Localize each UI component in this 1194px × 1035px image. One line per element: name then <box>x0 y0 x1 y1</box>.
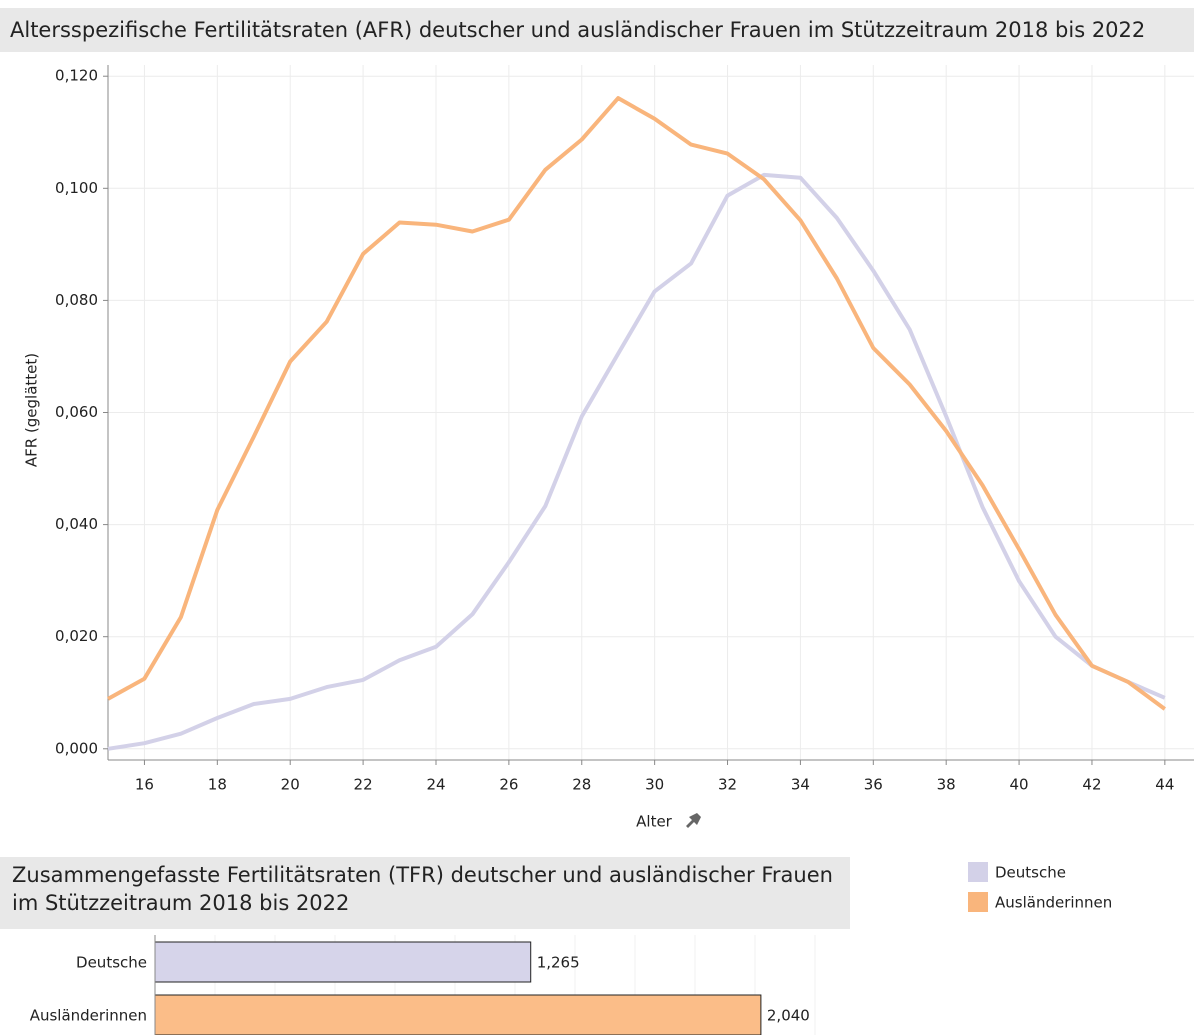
y-tick-label: 0,080 <box>55 291 98 309</box>
x-tick-label: 20 <box>281 776 300 794</box>
x-tick-label: 26 <box>499 776 518 794</box>
legend-label: Ausländerinnen <box>995 894 1112 912</box>
line-series <box>107 96 1166 711</box>
x-tick-label: 44 <box>1155 776 1174 794</box>
legend-swatch <box>968 862 988 882</box>
y-tick-label: 0,060 <box>55 403 98 421</box>
line-chart-title: Altersspezifische Fertilitätsraten (AFR)… <box>0 8 1194 52</box>
y-tick-label: 0,120 <box>55 67 98 85</box>
bar <box>154 994 762 1035</box>
y-tick-label: 0,020 <box>55 627 98 645</box>
pin-icon <box>686 813 701 828</box>
x-tick-label: 28 <box>572 776 591 794</box>
line-series <box>107 172 1166 751</box>
legend-label: Deutsche <box>995 864 1066 882</box>
x-axis-label: Alter <box>636 813 673 831</box>
value-label: 2,040 <box>767 1007 810 1025</box>
x-tick-label: 32 <box>718 776 737 794</box>
x-tick-label: 30 <box>645 776 664 794</box>
x-tick-label: 22 <box>354 776 373 794</box>
y-tick-label: 0,100 <box>55 179 98 197</box>
x-tick-label: 18 <box>208 776 227 794</box>
x-tick-label: 40 <box>1010 776 1029 794</box>
y-tick-label: 0,000 <box>55 739 98 757</box>
x-tick-label: 16 <box>135 776 154 794</box>
x-tick-label: 42 <box>1082 776 1101 794</box>
y-axis-label: AFR (geglättet) <box>23 353 41 467</box>
y-tick-label: 0,040 <box>55 515 98 533</box>
bar <box>154 941 532 983</box>
category-label: Deutsche <box>76 954 147 972</box>
x-tick-label: 24 <box>426 776 445 794</box>
bar-chart-title: Zusammengefasste Fertilitätsraten (TFR) … <box>0 857 850 929</box>
x-tick-label: 38 <box>937 776 956 794</box>
legend-swatch <box>968 892 988 912</box>
x-tick-label: 36 <box>864 776 883 794</box>
category-label: Ausländerinnen <box>30 1007 147 1025</box>
x-tick-label: 34 <box>791 776 810 794</box>
value-label: 1,265 <box>537 954 580 972</box>
